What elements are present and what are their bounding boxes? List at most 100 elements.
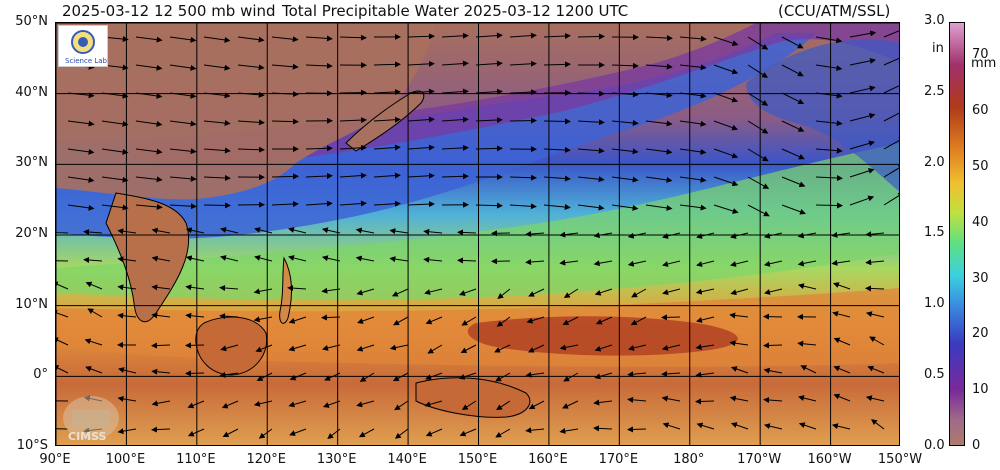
borneo	[195, 316, 268, 376]
tpw-map	[55, 22, 900, 446]
wind-arrow	[661, 395, 681, 402]
wind-arrow	[427, 344, 443, 354]
wind-arrow	[797, 260, 817, 267]
wind-arrow	[747, 176, 770, 189]
wind-arrow	[831, 231, 851, 238]
wind-arrow	[865, 311, 885, 318]
wind-arrow	[871, 419, 885, 430]
wind-arrow	[747, 64, 769, 78]
wind-arrow	[781, 204, 806, 215]
wind-arrow	[220, 344, 239, 352]
colorbar-inch-tick: 2.5	[924, 83, 945, 99]
colorbar-mm-tick: 40	[972, 214, 989, 230]
wind-arrow	[258, 428, 273, 439]
wind-label: 2025-03-12 12 500 mb wind	[62, 2, 276, 20]
wind-arrow	[713, 148, 739, 159]
wind-arrow	[525, 371, 545, 378]
wind-arrow	[661, 344, 681, 351]
wind-arrow	[509, 174, 537, 181]
wind-arrow	[577, 119, 605, 126]
wind-arrow	[461, 316, 477, 326]
colorbar-inch-tick: 0.0	[924, 438, 945, 453]
wind-arrow	[423, 256, 443, 263]
wind-arrow	[577, 90, 605, 97]
wind-arrow	[849, 195, 875, 206]
wind-arrow	[327, 428, 341, 440]
colorbar-mm-unit: mm	[971, 56, 997, 71]
wind-arrow	[559, 344, 579, 351]
wind-arrow	[559, 427, 579, 434]
wind-arrow	[849, 30, 877, 38]
wind-arrow	[747, 120, 769, 134]
wind-arrow	[729, 395, 749, 402]
wind-arrow	[305, 172, 333, 179]
wind-arrow	[763, 260, 783, 267]
wind-arrow	[169, 203, 197, 210]
wind-arrow	[219, 284, 239, 291]
wind-arrow	[662, 288, 681, 296]
wind-arrow	[645, 148, 673, 155]
wind-arrow	[117, 312, 137, 319]
wind-arrow	[339, 89, 367, 96]
wind-arrow	[865, 285, 885, 292]
wind-arrow	[441, 60, 469, 67]
wind-arrow	[696, 422, 715, 430]
wind-vectors	[56, 30, 899, 440]
longitude-label: 160°W	[807, 452, 852, 467]
wind-arrow	[763, 232, 783, 239]
wind-arrow	[423, 228, 443, 235]
wind-arrow	[559, 231, 579, 238]
wind-arrow	[611, 62, 639, 69]
wind-arrow	[543, 146, 571, 153]
wind-arrow	[475, 88, 503, 95]
wind-arrow	[185, 370, 205, 377]
wind-arrow	[117, 395, 137, 402]
wind-arrow	[696, 316, 715, 323]
wind-arrow	[713, 204, 739, 214]
wind-arrow	[117, 428, 137, 435]
wind-arrow	[594, 372, 613, 380]
wind-arrow	[781, 36, 804, 49]
wind-arrow	[849, 140, 875, 150]
wind-arrow	[373, 116, 401, 123]
wind-arrow	[509, 60, 537, 67]
map-title: Total Precipitable Water 2025-03-12 1200…	[282, 2, 629, 20]
wind-arrow	[356, 400, 375, 408]
wind-arrow	[373, 89, 401, 96]
wind-arrow	[389, 256, 409, 263]
wind-arrow	[271, 63, 299, 70]
wind-arrow	[797, 340, 817, 347]
wind-arrow	[253, 288, 273, 295]
wind-arrow	[67, 148, 95, 155]
wind-arrow	[867, 365, 885, 374]
wind-arrow	[373, 200, 401, 207]
wind-arrow	[849, 168, 875, 178]
latitude-label: 10°N	[15, 296, 48, 312]
wind-arrow	[117, 256, 137, 263]
wind-arrow	[730, 232, 749, 239]
wind-arrow	[288, 227, 307, 234]
wind-arrow	[305, 145, 333, 152]
wind-arrow	[781, 120, 805, 132]
wind-arrow	[526, 316, 545, 324]
wind-arrow	[559, 259, 579, 266]
credit-label: (CCU/ATM/SSL)	[778, 2, 891, 20]
wind-arrow	[831, 423, 851, 430]
wind-arrow	[679, 64, 707, 71]
wind-arrow	[729, 312, 749, 319]
wind-arrow	[394, 428, 409, 439]
longitude-label: 130°E	[316, 452, 357, 467]
longitude-label: 180°	[673, 452, 705, 467]
wind-arrow	[67, 204, 95, 211]
wind-arrow	[356, 344, 375, 352]
wind-arrow	[237, 119, 265, 126]
wind-arrow	[696, 260, 715, 267]
wind-arrow	[695, 398, 715, 405]
wind-arrow	[679, 148, 707, 155]
latitude-label: 30°N	[15, 155, 48, 171]
wind-arrow	[271, 118, 299, 125]
colorbar-inch-tick: 3.0	[924, 12, 945, 28]
wind-arrow	[475, 117, 503, 124]
wind-arrow	[392, 372, 409, 382]
wind-arrow	[543, 118, 571, 125]
